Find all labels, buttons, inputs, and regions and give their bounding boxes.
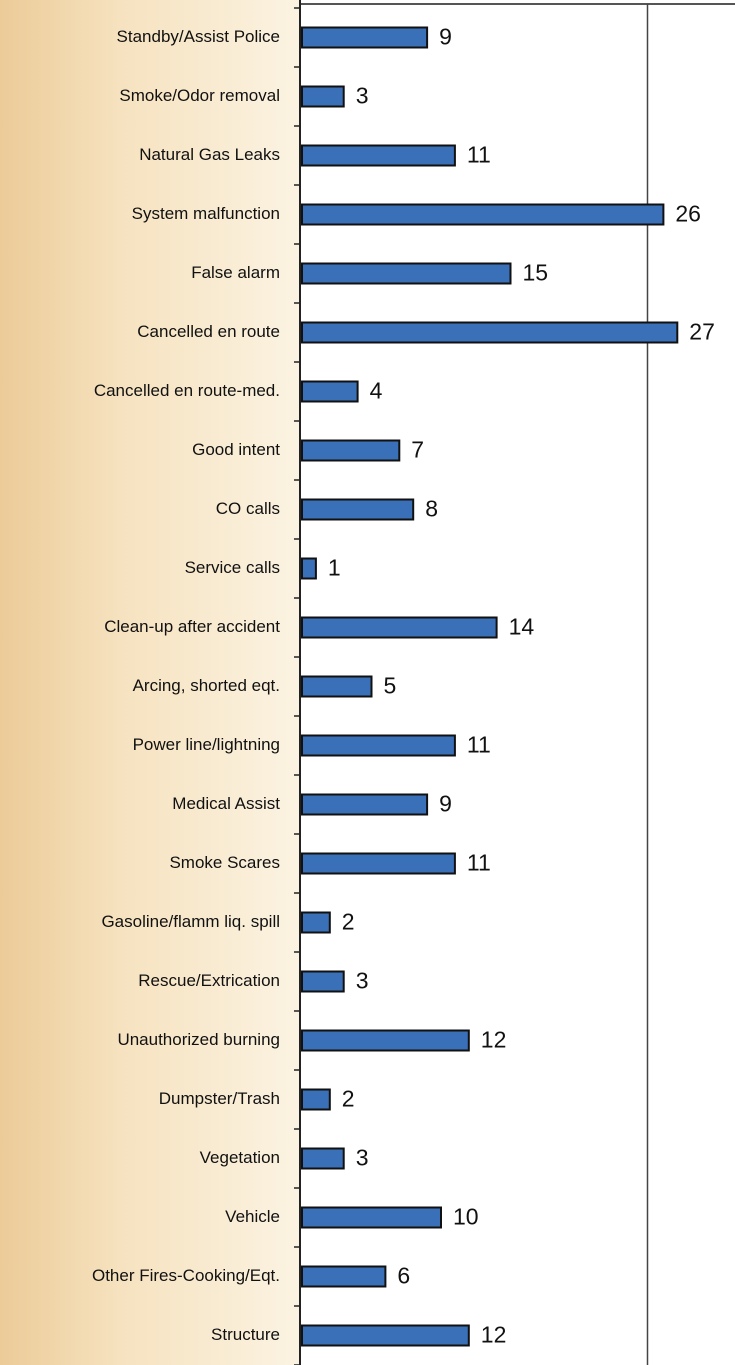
bar: [301, 321, 679, 344]
data-label: 4: [370, 378, 383, 404]
bar: [301, 852, 456, 875]
y-tick-label: Service calls: [185, 558, 280, 577]
data-label: 1: [328, 555, 341, 581]
data-label: 9: [439, 24, 452, 50]
bar: [301, 380, 359, 403]
y-tick-label: Good intent: [192, 440, 280, 459]
data-label: 12: [481, 1027, 507, 1053]
data-label: 11: [467, 732, 491, 758]
data-label: 3: [356, 83, 369, 109]
bar: [301, 1147, 345, 1170]
data-label: 5: [384, 673, 397, 699]
y-tick-label: Natural Gas Leaks: [139, 145, 280, 164]
bar: [301, 26, 429, 49]
y-tick-label: Vegetation: [200, 1148, 280, 1167]
data-label: 15: [523, 260, 549, 286]
data-label: 2: [342, 1086, 355, 1112]
y-tick-label: Smoke/Odor removal: [119, 86, 280, 105]
data-label: 9: [439, 791, 452, 817]
y-tick-label: Gasoline/flamm liq. spill: [101, 912, 280, 931]
data-label: 8: [425, 496, 438, 522]
bar: [301, 911, 331, 934]
y-tick-label: Dumpster/Trash: [159, 1089, 280, 1108]
data-label: 27: [689, 319, 715, 345]
bar: [301, 734, 456, 757]
bar: [301, 675, 373, 698]
data-label: 3: [356, 968, 369, 994]
y-tick-label: System malfunction: [132, 204, 280, 223]
y-tick-label: Vehicle: [225, 1207, 280, 1226]
data-label: 2: [342, 909, 355, 935]
y-tick-label: False alarm: [191, 263, 280, 282]
data-label: 10: [453, 1204, 479, 1230]
y-tick-label: Power line/lightning: [133, 735, 280, 754]
data-label: 26: [675, 201, 701, 227]
bar: [301, 439, 401, 462]
y-tick-label: Arcing, shorted eqt.: [133, 676, 280, 695]
bar: [301, 85, 345, 108]
y-tick-label: Structure: [211, 1325, 280, 1344]
data-label: 11: [467, 142, 491, 168]
bar: [301, 203, 665, 226]
data-label: 3: [356, 1145, 369, 1171]
data-label: 14: [509, 614, 535, 640]
background: [0, 0, 300, 1365]
bar: [301, 1206, 442, 1229]
y-tick-label: Clean-up after accident: [104, 617, 280, 636]
y-tick-label: CO calls: [216, 499, 280, 518]
y-tick-label: Other Fires-Cooking/Eqt.: [92, 1266, 280, 1285]
y-tick-label: Cancelled en route-med.: [94, 381, 280, 400]
y-tick-label: Cancelled en route: [137, 322, 280, 341]
bar: [301, 144, 456, 167]
y-tick-label: Medical Assist: [172, 794, 280, 813]
bar: [301, 498, 415, 521]
y-tick-label: Standby/Assist Police: [117, 27, 280, 46]
bar: [301, 970, 345, 993]
bar: [301, 616, 498, 639]
data-label: 7: [411, 437, 424, 463]
bar: [301, 557, 317, 580]
bar: [301, 1088, 331, 1111]
bar: [301, 1029, 470, 1052]
data-label: 11: [467, 850, 491, 876]
bar: [301, 1265, 387, 1288]
bar: [301, 262, 512, 285]
data-label: 6: [397, 1263, 410, 1289]
y-tick-label: Unauthorized burning: [117, 1030, 280, 1049]
data-label: 12: [481, 1322, 507, 1348]
y-tick-label: Rescue/Extrication: [138, 971, 280, 990]
bar: [301, 1324, 470, 1347]
y-tick-label: Smoke Scares: [169, 853, 280, 872]
bar: [301, 793, 429, 816]
